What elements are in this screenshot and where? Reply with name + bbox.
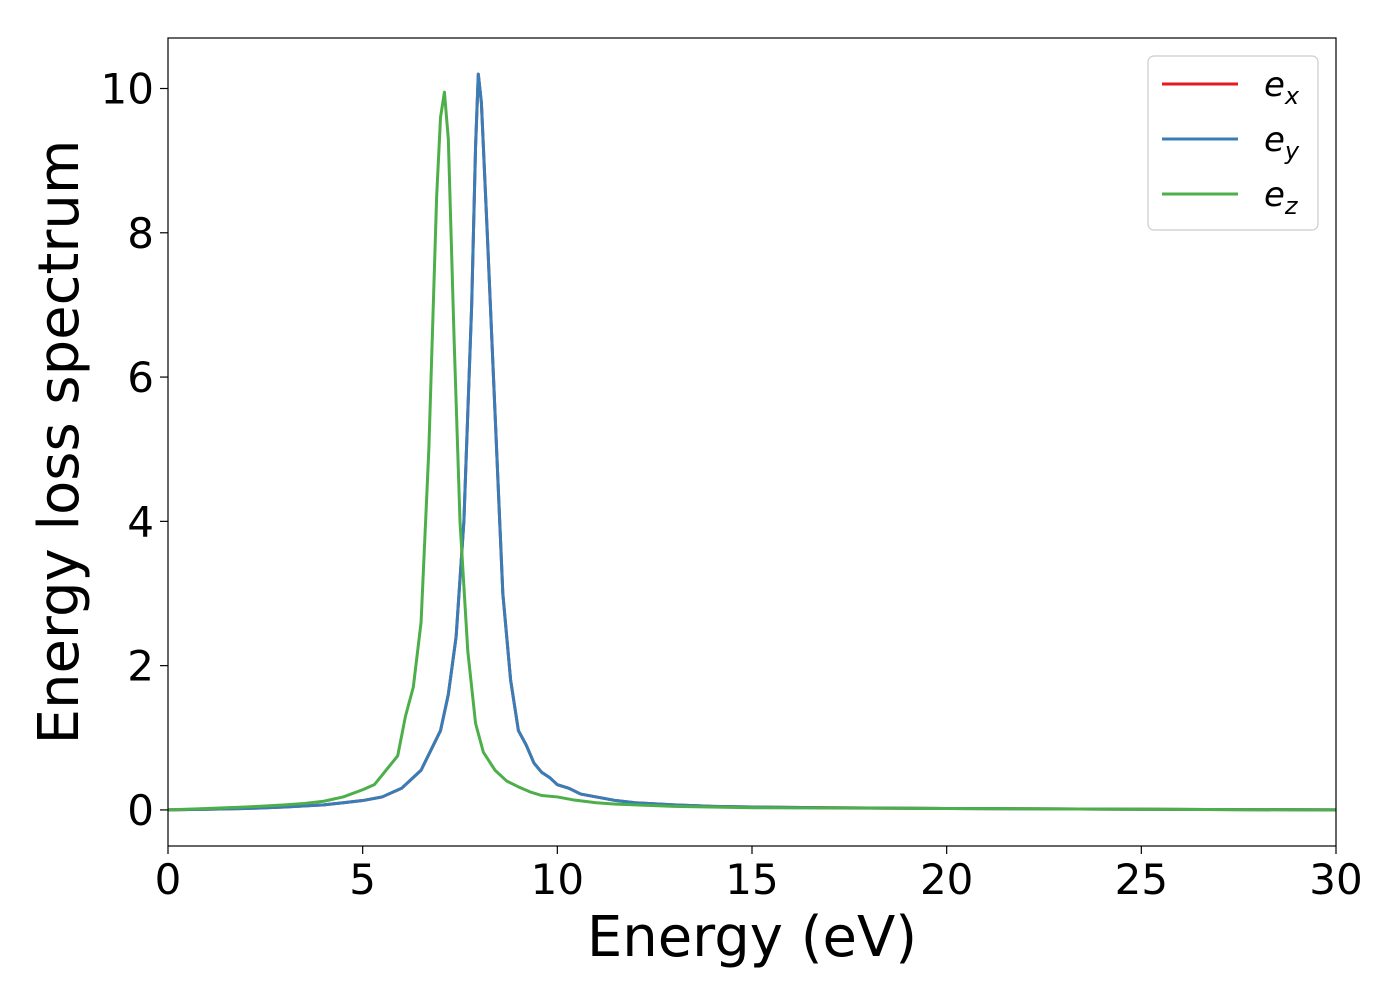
x-tick-label: 5 bbox=[349, 855, 376, 904]
legend-label-y: ey bbox=[1264, 120, 1300, 165]
legend-label-x: ex bbox=[1264, 65, 1300, 110]
y-tick-label: 6 bbox=[127, 353, 154, 402]
y-tick-label: 10 bbox=[101, 65, 154, 114]
series-line-y bbox=[168, 72, 1336, 812]
x-tick-label: 25 bbox=[1115, 855, 1168, 904]
x-tick-label: 10 bbox=[531, 855, 584, 904]
x-tick-label: 0 bbox=[155, 855, 182, 904]
x-tick-label: 15 bbox=[725, 855, 778, 904]
x-tick-label: 30 bbox=[1309, 855, 1362, 904]
x-tick-label: 20 bbox=[920, 855, 973, 904]
y-axis-title: Energy loss spectrum bbox=[27, 140, 92, 745]
legend-label-z: ez bbox=[1264, 175, 1299, 220]
x-axis-title: Energy (eV) bbox=[587, 905, 917, 970]
y-tick-label: 2 bbox=[127, 642, 154, 691]
legend: ex ey ez bbox=[1147, 55, 1319, 231]
series-line-z bbox=[168, 90, 1336, 812]
y-tick-label: 0 bbox=[127, 786, 154, 835]
y-tick-label: 4 bbox=[127, 497, 154, 546]
y-axis: 0 2 4 6 8 10 bbox=[101, 65, 168, 835]
series-layer bbox=[168, 72, 1336, 812]
y-tick-label: 8 bbox=[127, 209, 154, 258]
x-axis: 0 5 10 15 20 25 30 bbox=[155, 846, 1363, 904]
legend-box bbox=[1147, 55, 1319, 231]
